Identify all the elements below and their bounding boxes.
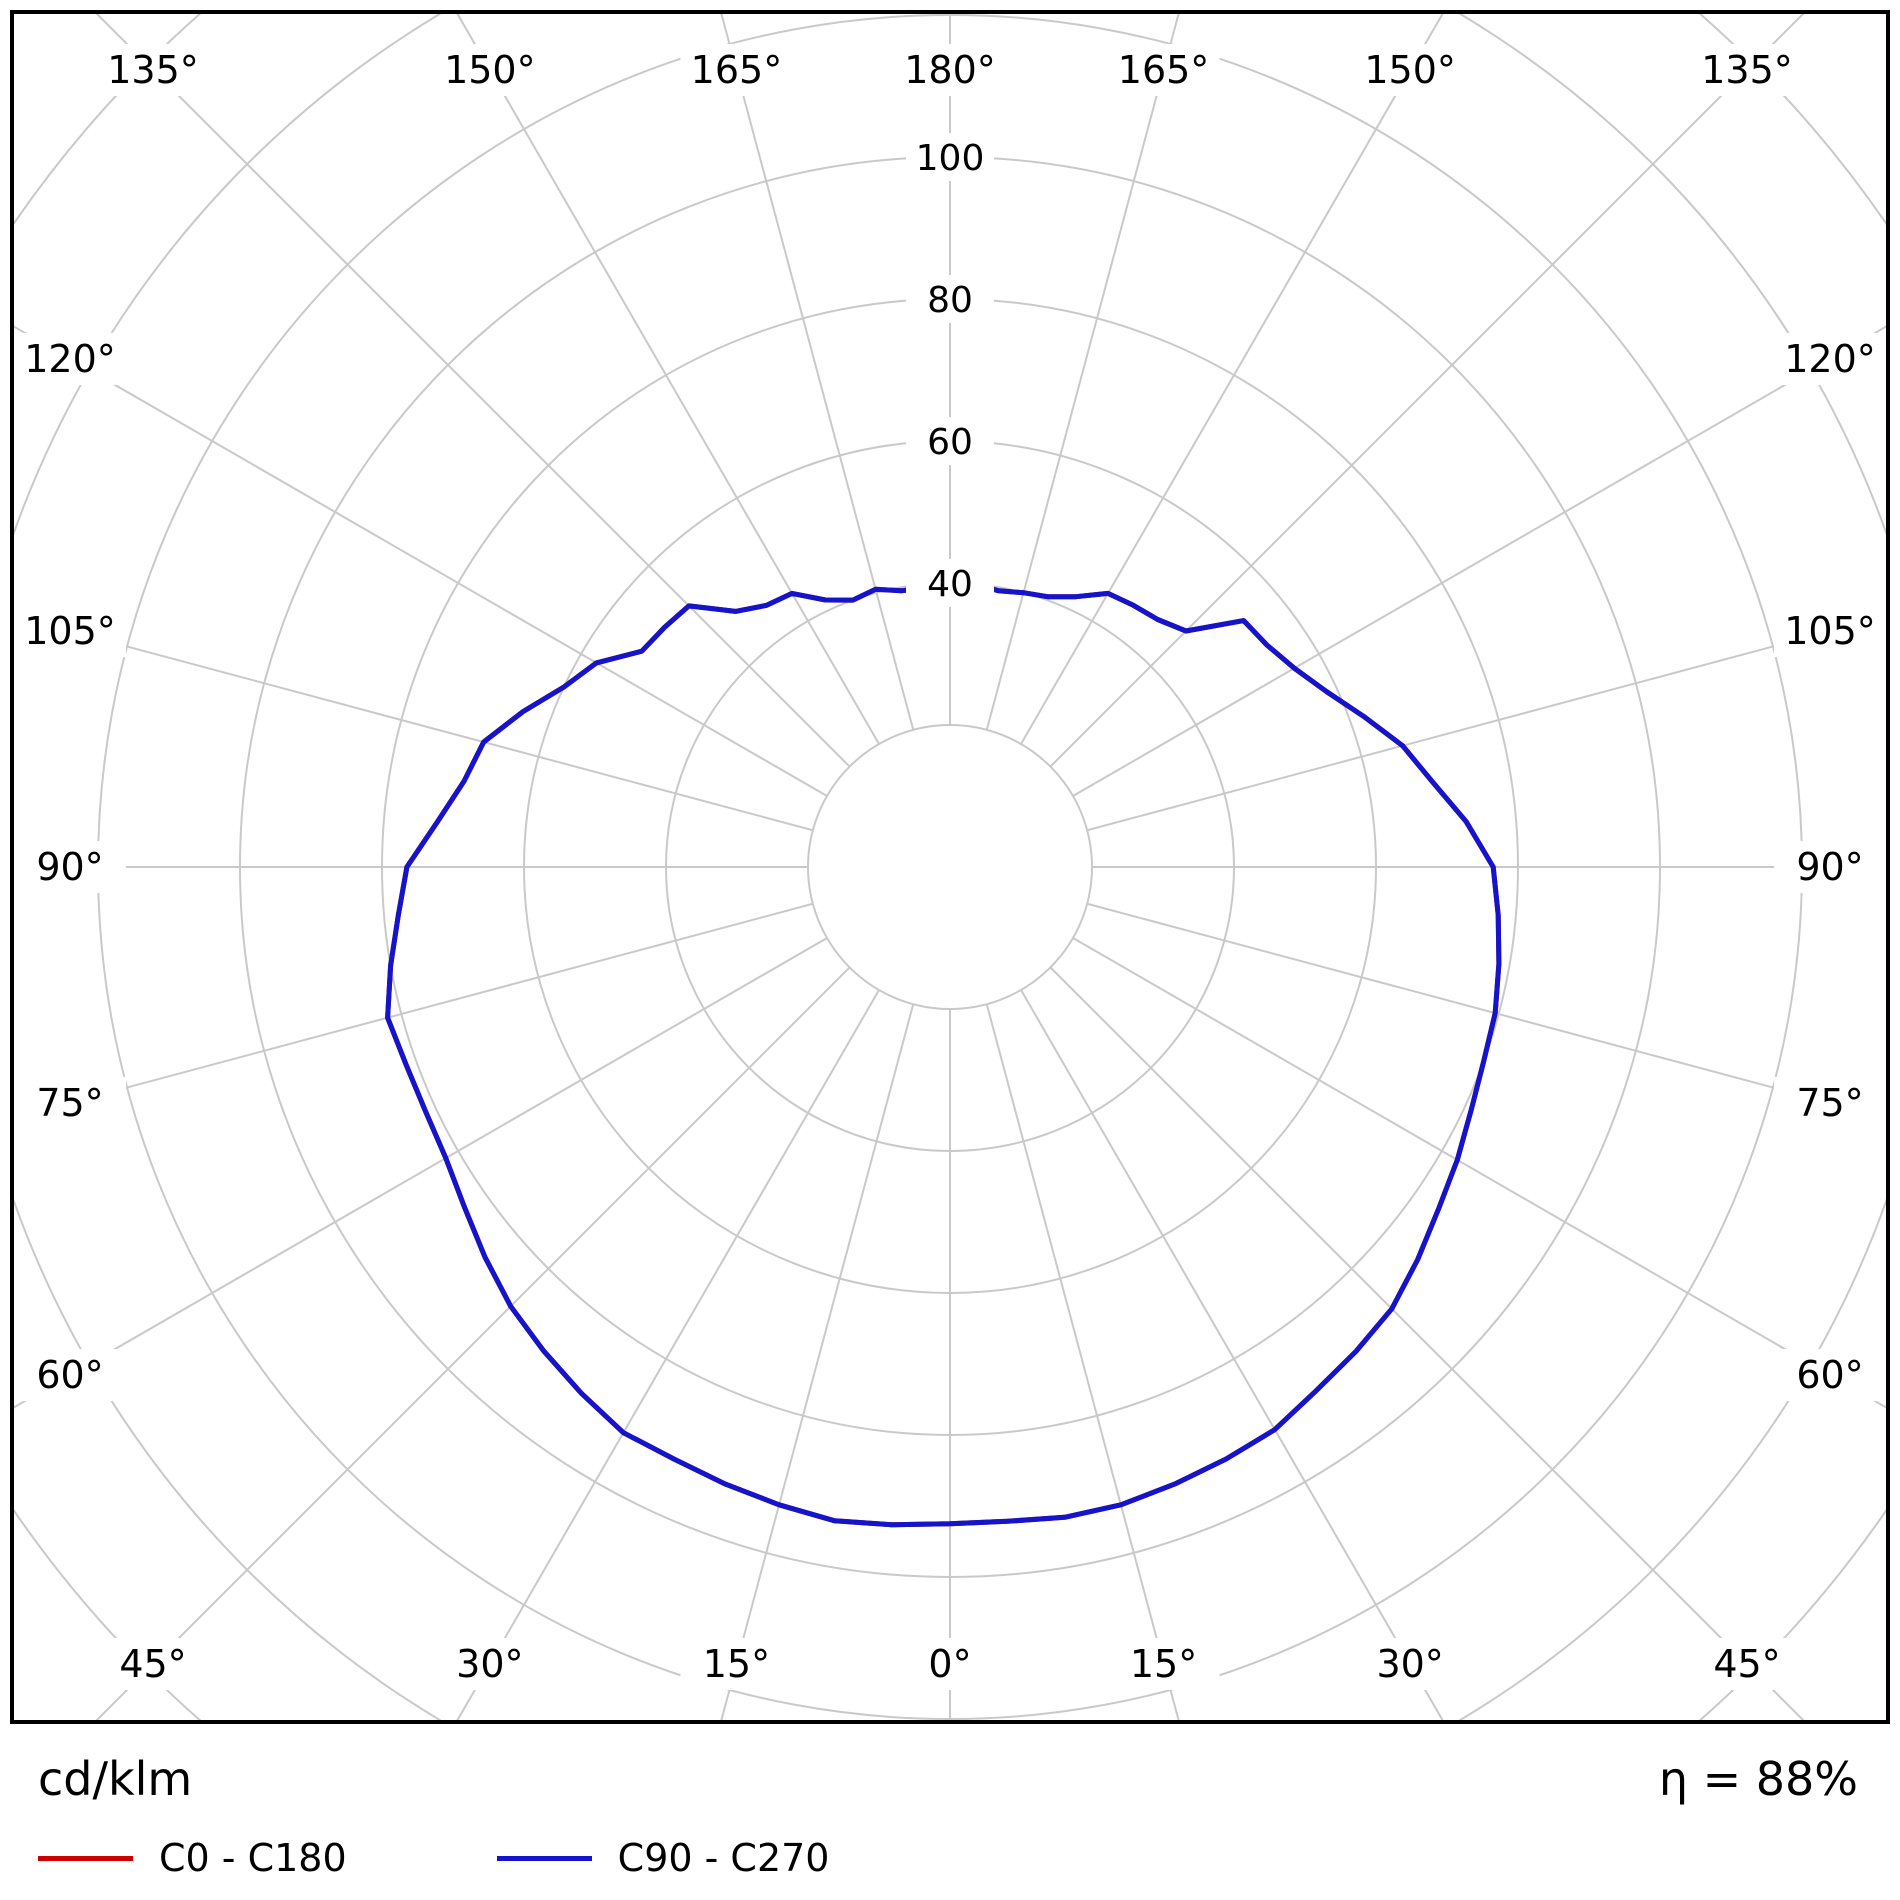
svg-text:120°: 120° — [24, 337, 116, 381]
curve-c90-c270 — [385, 581, 1502, 1528]
svg-text:165°: 165° — [1118, 48, 1210, 92]
svg-text:105°: 105° — [24, 609, 116, 653]
svg-text:75°: 75° — [36, 1081, 103, 1125]
svg-text:75°: 75° — [1796, 1081, 1863, 1125]
svg-text:105°: 105° — [1784, 609, 1876, 653]
svg-text:90°: 90° — [36, 845, 103, 889]
svg-text:0°: 0° — [928, 1642, 971, 1686]
polar-chart-frame: 40 60 80 100 0° 15° 15° 30° 30° 45° 45° 60° 60° 75° 75… — [10, 10, 1890, 1724]
svg-text:135°: 135° — [1701, 48, 1793, 92]
svg-text:15°: 15° — [1130, 1642, 1197, 1686]
polar-grid — [14, 14, 1886, 1720]
svg-text:15°: 15° — [703, 1642, 770, 1686]
svg-text:120°: 120° — [1784, 337, 1876, 381]
legend-label-c0: C0 - C180 — [159, 1836, 347, 1880]
svg-text:60: 60 — [927, 422, 973, 463]
svg-text:45°: 45° — [119, 1642, 186, 1686]
units-label: cd/klm — [38, 1752, 193, 1806]
svg-text:150°: 150° — [1364, 48, 1456, 92]
radial-tick-labels: 40 60 80 100 — [906, 133, 994, 607]
polar-chart-svg: 40 60 80 100 0° 15° 15° 30° 30° 45° 45° 60° 60° 75° 75… — [14, 14, 1886, 1720]
svg-text:45°: 45° — [1713, 1642, 1780, 1686]
svg-text:165°: 165° — [691, 48, 783, 92]
legend-line-c90-icon — [496, 1855, 592, 1861]
svg-text:60°: 60° — [36, 1353, 103, 1397]
svg-text:180°: 180° — [904, 48, 996, 92]
svg-text:80: 80 — [927, 280, 973, 321]
svg-text:150°: 150° — [444, 48, 536, 92]
legend-label-c90: C90 - C270 — [617, 1836, 830, 1880]
svg-text:40: 40 — [927, 564, 973, 605]
svg-text:100: 100 — [916, 138, 985, 179]
svg-text:30°: 30° — [1376, 1642, 1443, 1686]
svg-text:90°: 90° — [1796, 845, 1863, 889]
svg-text:60°: 60° — [1796, 1353, 1863, 1397]
svg-text:30°: 30° — [456, 1642, 523, 1686]
legend: C0 - C180 C90 - C270 — [38, 1836, 979, 1880]
legend-line-c0-icon — [38, 1855, 133, 1861]
angle-labels: 0° 15° 15° 30° 30° 45° 45° 60° 60° 75° 75° 90° 90° 10… — [14, 44, 1886, 1690]
efficiency-label: η = 88% — [1658, 1752, 1858, 1806]
svg-text:135°: 135° — [107, 48, 199, 92]
